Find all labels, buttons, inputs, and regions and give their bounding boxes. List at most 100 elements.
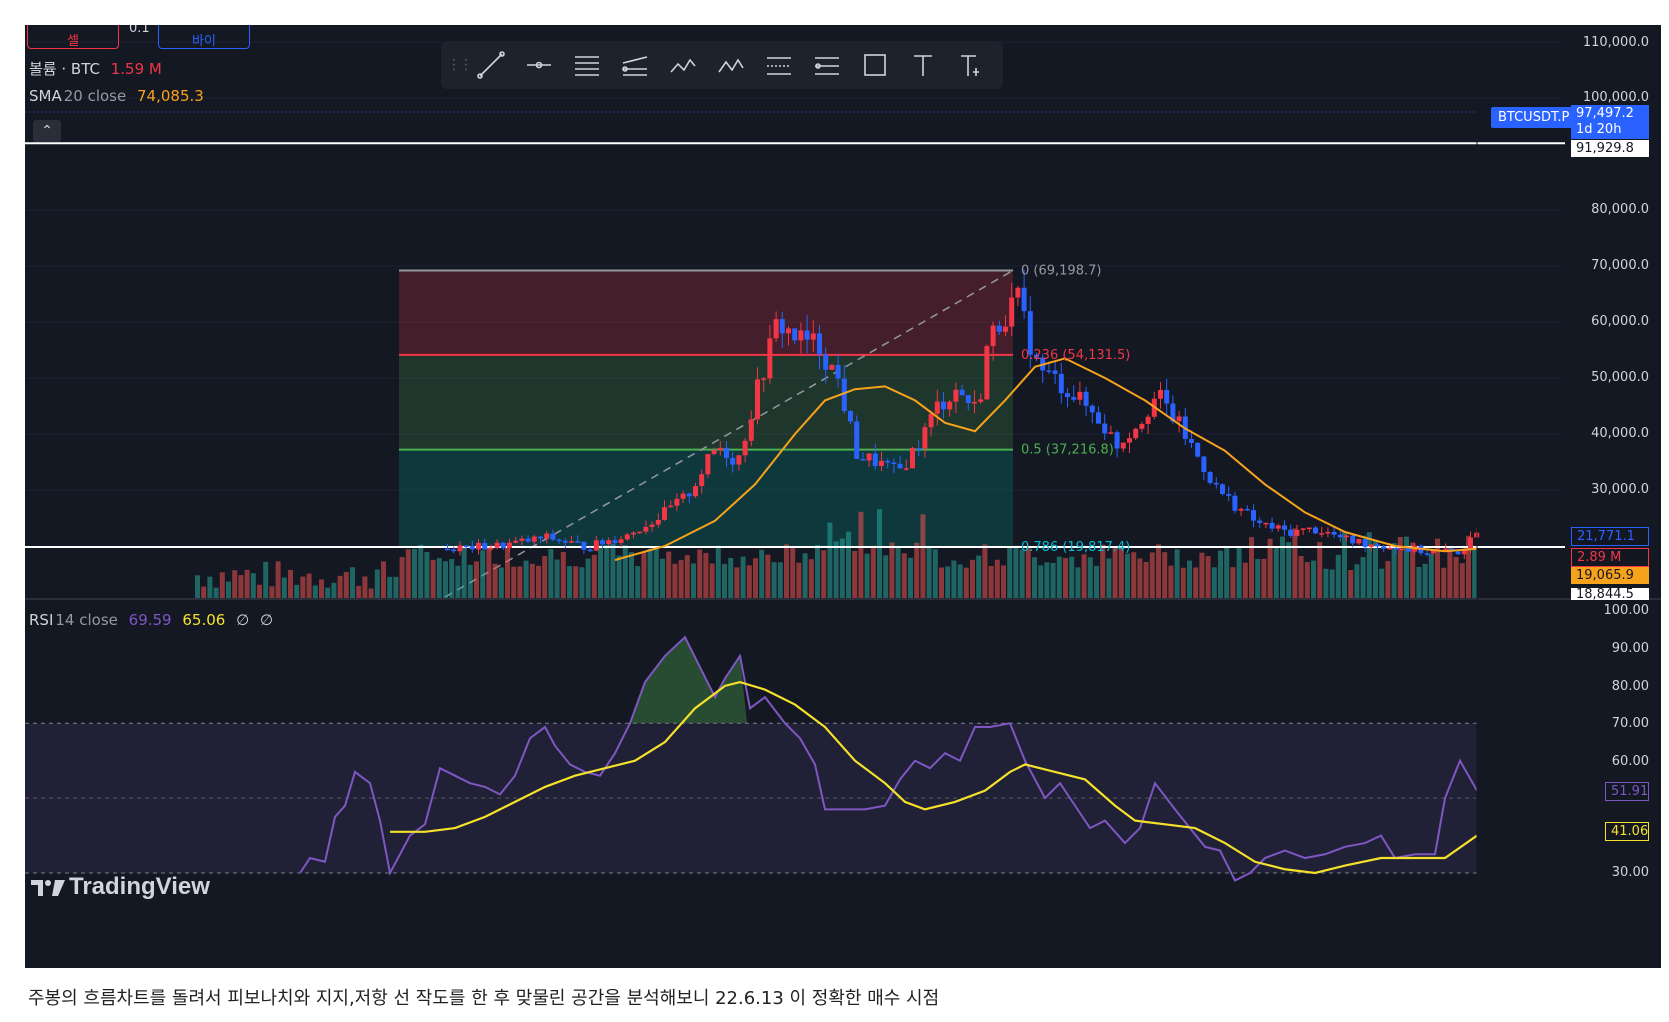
tradingview-logo[interactable]: TradingView [29,873,210,901]
volume-bar [387,576,393,598]
candle-body [1430,550,1436,554]
volume-bar [1118,548,1124,598]
volume-bar [734,567,740,598]
candle-body [1108,432,1114,434]
trend-line-tool[interactable] [467,45,515,85]
candle-body [1145,416,1151,425]
candle-body [655,519,661,525]
drag-handle-icon[interactable]: ⋮⋮ [447,57,473,73]
volume-bar [1211,567,1217,598]
candle-body [941,401,946,410]
volume-bar [424,551,430,598]
candle-body [686,493,692,497]
fib-retracement-tool[interactable] [611,45,659,85]
candle-body [742,440,748,456]
volume-bar [1081,554,1087,598]
volume-bar [1298,555,1304,598]
collapse-legend-button[interactable]: ⌃ [33,120,61,142]
volume-bar [982,544,988,598]
candle-body [1232,495,1238,511]
long-position-tool[interactable] [755,45,803,85]
rsi-overbought-fill [630,637,747,724]
text-tool[interactable] [899,45,947,85]
candle-body [1406,548,1411,552]
candle-body [469,546,475,550]
rsi-legend-label: RSI [29,611,54,629]
candle-body [693,486,698,497]
volume-legend-value: 1.59 M [110,60,162,78]
price-axis-label: 60,000.0 [1591,314,1649,329]
volume-legend[interactable]: 볼륨 · BTC 1.59 M [29,58,168,79]
fib-trend-line [444,269,1014,598]
rsi-axis-label: 100.00 [1603,603,1650,618]
volume-bar [1273,547,1279,598]
volume-bar [976,555,982,598]
volume-bar [914,542,920,598]
candle-body [1381,546,1387,549]
price-axis-label: 30,000.0 [1591,482,1649,497]
chart-canvas[interactable]: 0 (69,198.7) 0.236 (54,131.5) 0.5 (37,216.… [25,25,1661,968]
volume-bar [833,541,839,598]
rsi-line [299,635,1478,882]
volume-bar [517,566,523,598]
volume-bar [244,569,250,598]
volume-bar [1125,553,1130,598]
candle-body [1251,510,1256,521]
sma-legend-value: 74,085.3 [137,87,204,105]
rsi-axis-label: 60.00 [1611,754,1649,769]
volume-bar [932,549,938,598]
volume-bar [1323,568,1329,598]
candle-body [1164,389,1170,404]
volume-bar [1156,544,1161,598]
candle-body [1331,531,1337,535]
volume-bar [889,542,895,598]
volume-bar [1075,567,1081,598]
short-position-tool[interactable] [803,45,851,85]
price-axis-label: 70,000.0 [1591,258,1649,273]
volume-bar [300,576,306,598]
candle-body [972,401,977,404]
anchored-text-tool[interactable] [947,45,995,85]
candle-body [581,541,587,550]
volume-bar [492,563,498,598]
volume-bar [926,546,932,598]
rsi-legend[interactable]: RSI 14 close 69.59 65.06 ∅ ∅ [29,611,279,629]
rectangle-icon [864,54,886,76]
candle-body [978,399,984,402]
parallel-channel-tool[interactable] [563,45,611,85]
rectangle-tool[interactable] [851,45,899,85]
buy-button[interactable]: 바이 [158,25,250,49]
volume-bar [647,548,653,598]
candle-body [1350,535,1356,544]
volume-bar [1143,562,1149,598]
volume-bar [1050,562,1056,598]
sell-button[interactable]: 셀 [27,25,119,49]
volume-bar [269,586,275,598]
candle-body [445,548,450,551]
volume-bar [815,544,820,598]
abcd-pattern-tool[interactable] [707,45,755,85]
candle-body [910,448,915,469]
volume-bar [672,563,678,598]
candle-body [773,319,779,339]
candle-body [1344,535,1349,538]
horizontal-ray-tool[interactable] [515,45,563,85]
volume-bar [461,546,467,598]
volume-bar [821,550,827,598]
post-caption: 주봉의 흐름차트를 돌려서 피보나치와 지지,저항 선 작도를 한 후 맞물린 … [28,988,940,1009]
candle-body [1077,391,1083,400]
volume-bar [1193,567,1199,598]
volume-bar [275,561,281,598]
candle-body [680,493,686,499]
volume-bar [443,561,448,598]
chart-frame[interactable]: 0 (69,198.7) 0.236 (54,131.5) 0.5 (37,216.… [25,25,1661,968]
candle-body [984,345,990,400]
candle-body [860,458,866,461]
volume-bar [1329,569,1335,598]
volume-bar [858,511,864,598]
sma-legend[interactable]: SMA 20 close 74,085.3 [29,87,210,105]
candle-body [848,410,853,422]
xabcd-pattern-tool[interactable] [659,45,707,85]
volume-bar [765,554,771,598]
fib-zone-0236-05 [399,354,1013,450]
